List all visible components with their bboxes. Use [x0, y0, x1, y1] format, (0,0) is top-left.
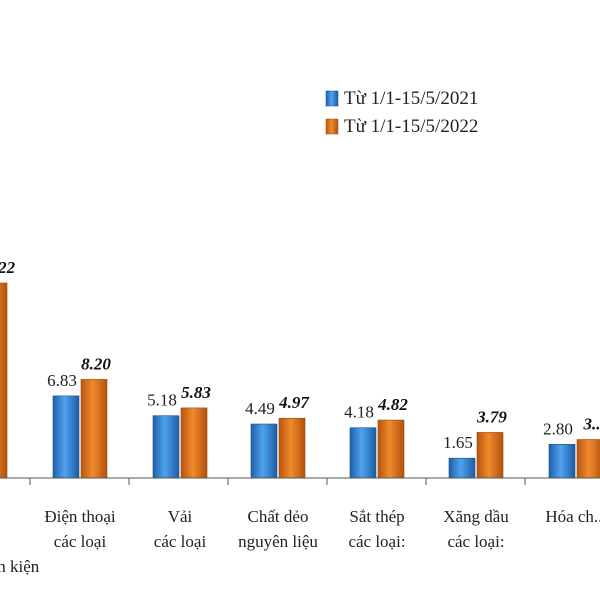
category-label-4: Sắt thép — [349, 507, 404, 526]
bar-2021-2 — [152, 415, 180, 479]
legend-swatch-2021 — [325, 90, 339, 107]
legend-label-2021: Từ 1/1-15/5/2021 — [344, 88, 478, 109]
category-label-0: ...u,...và linh kiện — [0, 557, 40, 576]
data-label-2021-2: 5.18 — [147, 391, 177, 410]
data-label-2022-5: 3.79 — [476, 407, 507, 426]
bar-2022-0 — [0, 282, 8, 479]
category-label-3: nguyên liệu — [238, 532, 318, 551]
category-label-2: các loại — [154, 532, 207, 551]
data-label-2021-1: 6.83 — [47, 371, 77, 390]
bar-2022-5 — [476, 432, 504, 479]
category-label-6: Hóa ch... — [545, 507, 600, 526]
category-label-5: các loại: — [447, 532, 504, 551]
data-labels: 16.22 6.838.20 5.185.83 4.494.97 4.184.82 1.6… — [0, 258, 600, 452]
data-label-2021-6: 2.80 — [543, 419, 573, 438]
bar-2021-5 — [448, 457, 476, 479]
data-label-2022-3: 4.97 — [278, 393, 310, 412]
bar-2022-6 — [576, 439, 600, 479]
data-label-2022-1: 8.20 — [81, 354, 111, 373]
legend: Từ 1/1-15/5/2021 Từ 1/1-15/5/2022 — [325, 88, 478, 137]
bar-2021-3 — [250, 423, 278, 479]
bar-2022-3 — [278, 417, 306, 479]
data-label-2022-4: 4.82 — [377, 395, 408, 414]
bar-2021-6 — [548, 444, 576, 479]
category-label-1: Điện thoại — [44, 507, 116, 526]
bars — [0, 282, 600, 479]
data-label-2021-3: 4.49 — [245, 399, 275, 418]
data-label-2022-0: 16.22 — [0, 258, 16, 277]
bar-2022-1 — [80, 379, 108, 479]
legend-label-2022: Từ 1/1-15/5/2022 — [344, 116, 478, 137]
category-label-4: các loại: — [348, 532, 405, 551]
data-label-2022-6: 3.. — [583, 415, 600, 434]
x-axis — [0, 477, 600, 485]
bar-2021-1 — [52, 395, 80, 479]
legend-swatch-2022 — [325, 118, 339, 135]
category-label-2: Vải — [168, 507, 193, 526]
bar-2022-4 — [377, 419, 405, 479]
category-label-3: Chất dẻo — [248, 507, 309, 526]
category-label-5: Xăng dầu — [443, 507, 509, 526]
data-label-2021-5: 1.65 — [443, 433, 473, 452]
bar-2021-4 — [349, 427, 377, 479]
bar-2022-2 — [180, 407, 208, 479]
category-label-1: các loại — [54, 532, 107, 551]
data-label-2022-2: 5.83 — [181, 383, 211, 402]
data-label-2021-4: 4.18 — [344, 403, 374, 422]
